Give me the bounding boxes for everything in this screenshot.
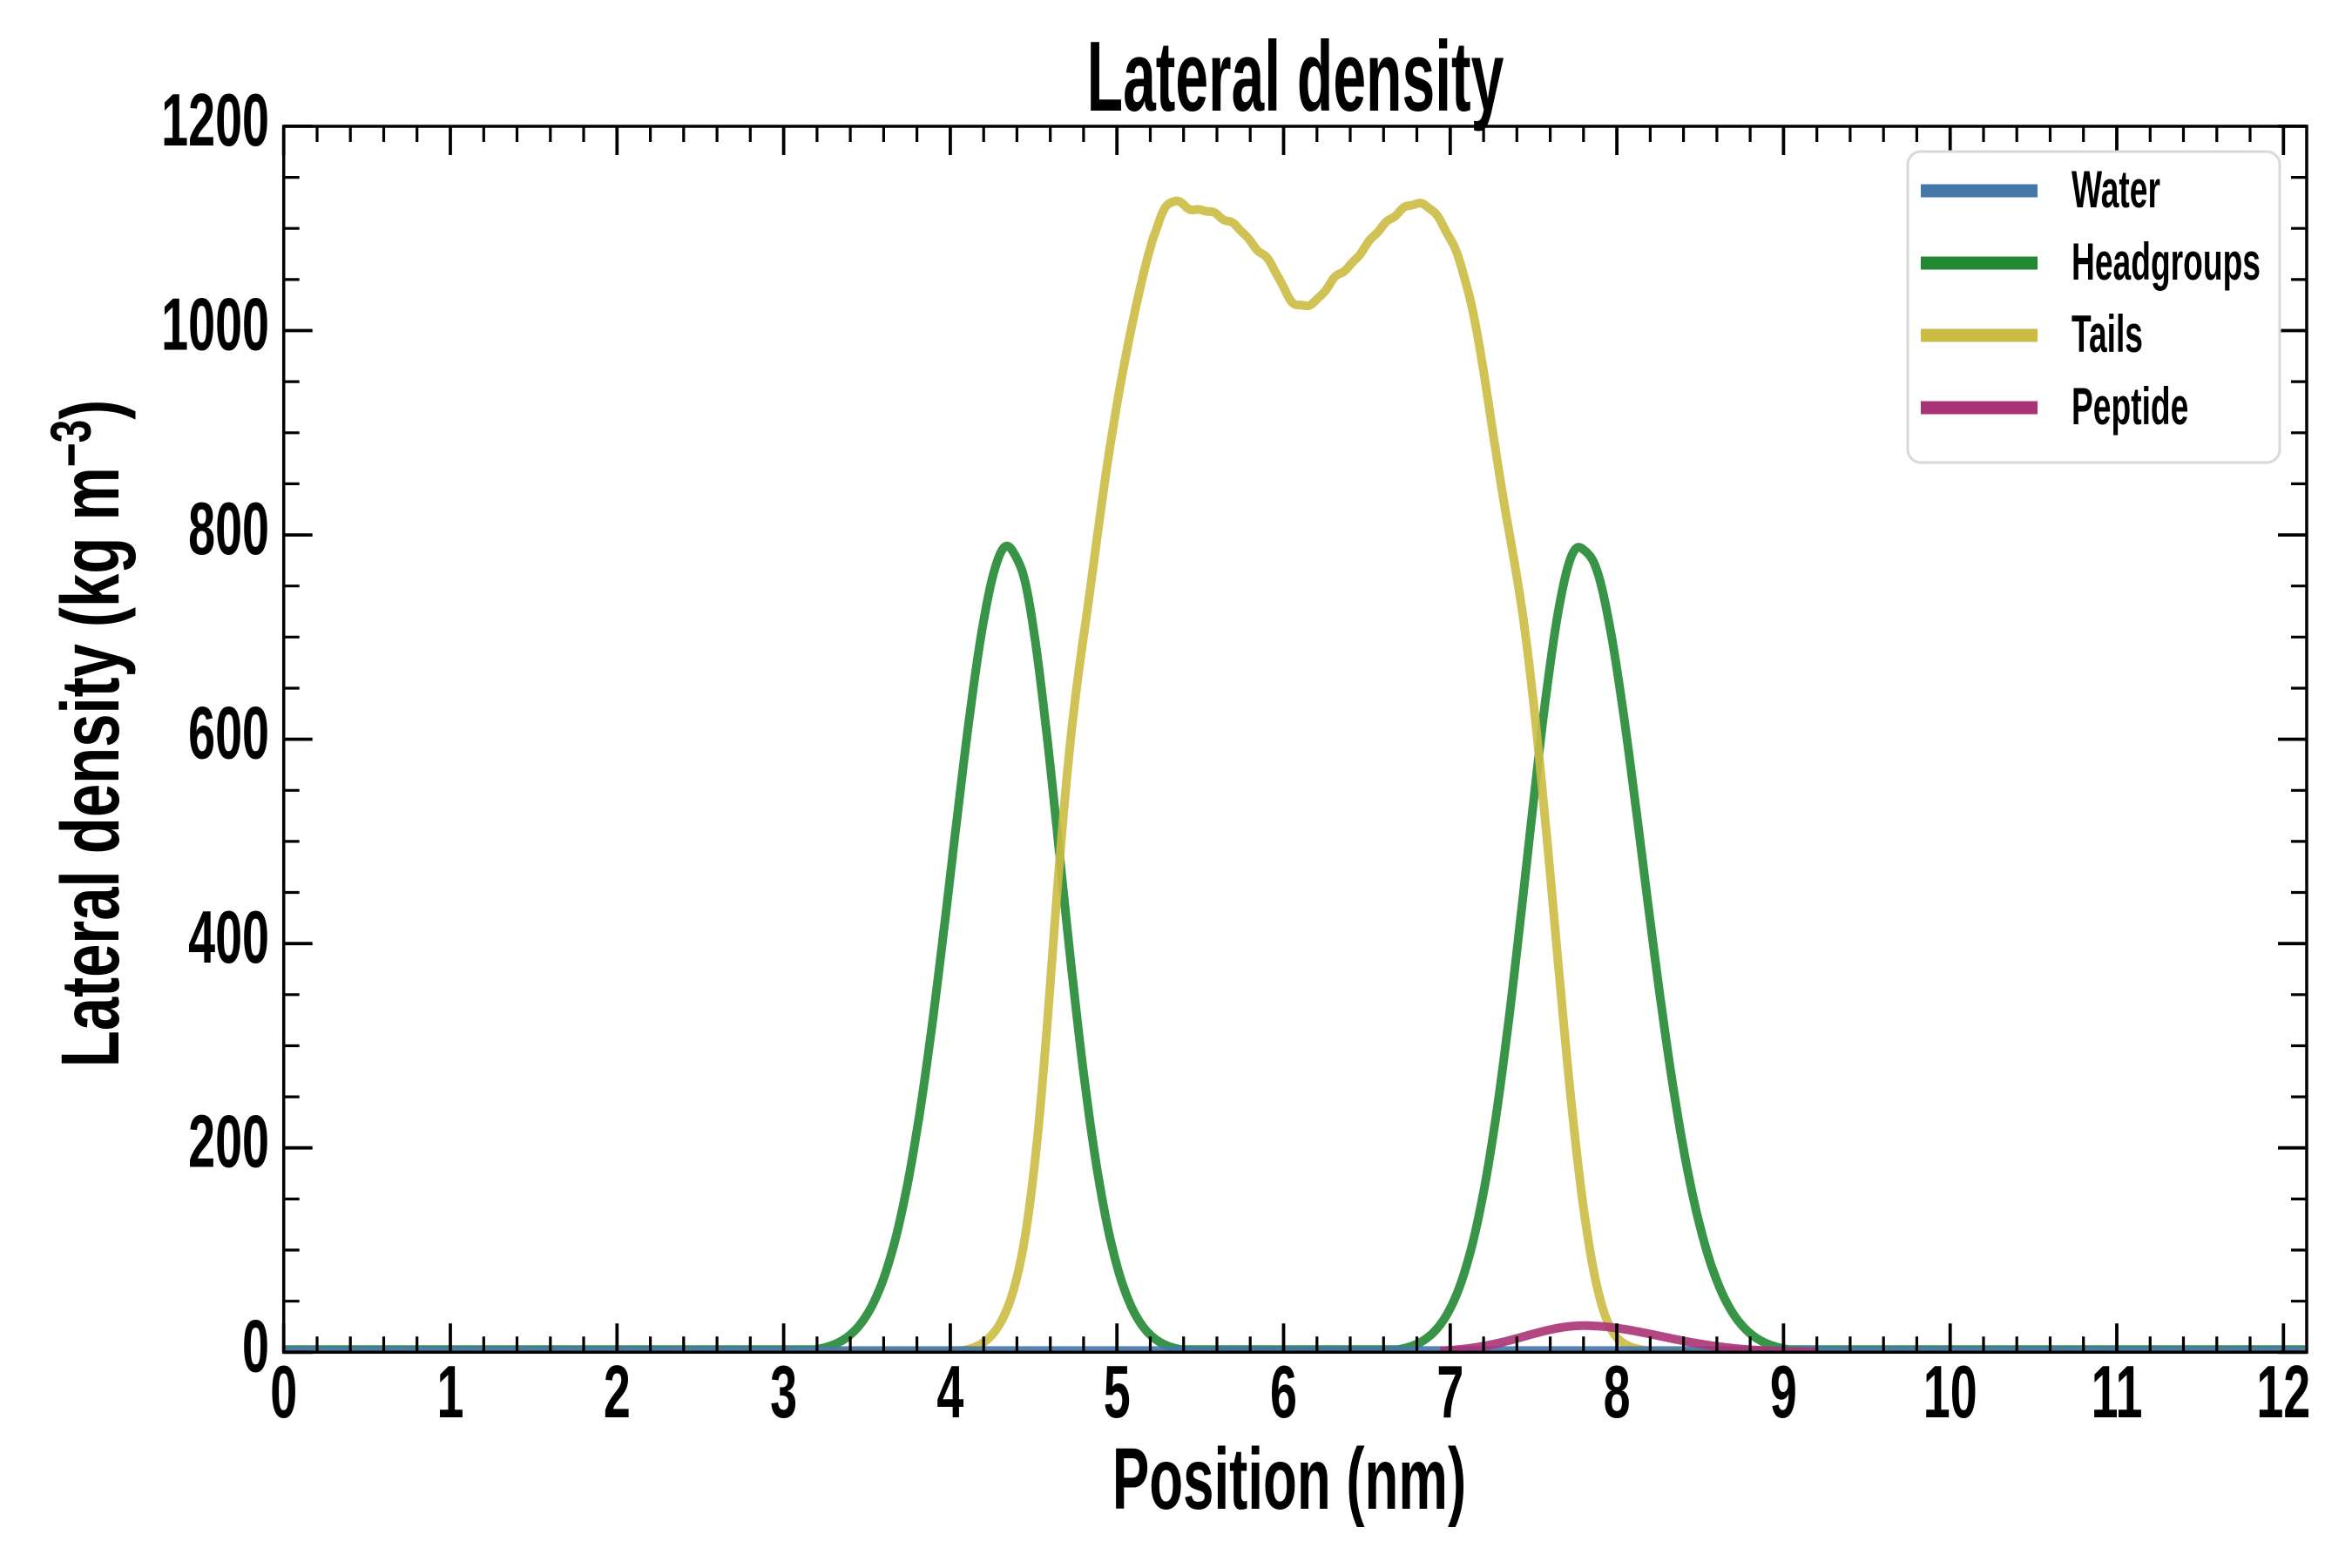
svg-text:Water: Water — [2072, 160, 2160, 219]
svg-text:400: 400 — [188, 896, 269, 979]
svg-text:Position (nm): Position (nm) — [1112, 1429, 1466, 1527]
svg-text:1000: 1000 — [161, 284, 269, 367]
svg-text:Peptide: Peptide — [2072, 377, 2188, 436]
svg-text:12: 12 — [2256, 1351, 2310, 1434]
svg-text:0: 0 — [270, 1351, 297, 1434]
svg-text:6: 6 — [1270, 1351, 1297, 1434]
svg-text:Tails: Tails — [2072, 305, 2143, 363]
svg-text:Headgroups: Headgroups — [2072, 233, 2261, 291]
svg-text:800: 800 — [188, 488, 269, 571]
svg-text:11: 11 — [2092, 1351, 2143, 1434]
svg-text:5: 5 — [1104, 1351, 1131, 1434]
svg-text:4: 4 — [936, 1351, 963, 1434]
svg-text:3: 3 — [770, 1351, 797, 1434]
svg-text:600: 600 — [188, 693, 269, 775]
svg-text:Lateral density (kg m−3): Lateral density (kg m−3) — [40, 400, 137, 1067]
svg-text:9: 9 — [1770, 1351, 1797, 1434]
svg-text:1: 1 — [437, 1351, 464, 1434]
svg-text:Lateral density: Lateral density — [1087, 21, 1504, 132]
svg-text:10: 10 — [1923, 1351, 1977, 1434]
svg-text:1200: 1200 — [161, 79, 269, 162]
svg-text:7: 7 — [1436, 1351, 1463, 1434]
svg-text:2: 2 — [604, 1351, 631, 1434]
svg-text:8: 8 — [1604, 1351, 1631, 1434]
svg-text:200: 200 — [188, 1101, 269, 1184]
svg-text:0: 0 — [242, 1306, 269, 1389]
